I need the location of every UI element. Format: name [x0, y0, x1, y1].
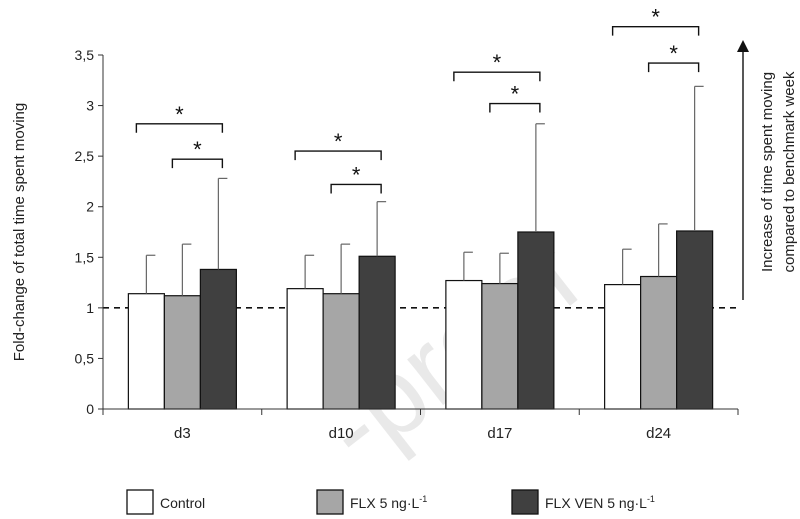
- legend-swatch-control: [126, 489, 154, 515]
- legend-swatch-flx-ven: [511, 489, 539, 515]
- legend-swatch-flx: [316, 489, 344, 515]
- bars: [127, 230, 714, 410]
- legend: Control FLX 5 ng·L-1 FLX VEN 5 ng·L-1: [126, 489, 655, 515]
- legend-label-control: Control: [160, 495, 205, 511]
- side-annotation-line1: Increase of time spent moving: [759, 72, 776, 272]
- bar: [517, 231, 555, 410]
- y-tick-label: 1,5: [75, 249, 95, 265]
- bar: [358, 255, 396, 410]
- bar: [640, 275, 678, 410]
- y-tick-label: 0,5: [75, 350, 95, 366]
- error-bars: [145, 85, 704, 296]
- significance-star: *: [669, 41, 678, 66]
- bar: [322, 293, 360, 410]
- x-tick-label: d24: [646, 425, 671, 442]
- significance-bracket: [489, 102, 541, 113]
- side-annotation: Increase of time spent moving compared t…: [737, 40, 798, 300]
- x-tick-label: d17: [487, 425, 512, 442]
- significance-star: *: [511, 82, 520, 107]
- y-tick-label: 0: [86, 401, 94, 417]
- x-tick-label: d3: [174, 425, 191, 442]
- legend-label-flx-sup: -1: [419, 494, 427, 504]
- x-tick-label: d10: [329, 425, 354, 442]
- bar: [481, 282, 519, 410]
- significance-bracket: [294, 150, 382, 161]
- y-axis-label: Fold-change of total time spent moving: [11, 103, 28, 361]
- significance-bracket: [453, 71, 541, 82]
- bar: [163, 295, 201, 410]
- y-tick-label: 2: [86, 199, 94, 215]
- axes: 0 0,5 1 1,5 2 2,5 3 3,5 d3 d10 d17 d24: [75, 47, 739, 442]
- bar: [199, 268, 237, 410]
- significance-bracket: [611, 25, 700, 36]
- significance-star: *: [493, 50, 502, 75]
- bar: [286, 288, 324, 410]
- bar: [445, 279, 483, 410]
- significance-star: *: [193, 137, 202, 162]
- significance-bracket: [330, 183, 382, 194]
- bar: [676, 230, 714, 410]
- side-annotation-line2: compared to benchmark week: [781, 71, 798, 272]
- legend-label-flx-ven-sup: -1: [647, 494, 655, 504]
- y-tick-label: 1: [86, 300, 94, 316]
- significance-star: *: [352, 162, 361, 187]
- bar: [604, 283, 642, 410]
- significance-bracket: [647, 62, 700, 73]
- y-tick-label: 3,5: [75, 47, 95, 63]
- legend-label-flx-text: FLX 5 ng·L: [350, 495, 419, 511]
- significance-star: *: [651, 5, 660, 30]
- increase-arrow-head: [737, 40, 749, 52]
- y-tick-label: 2,5: [75, 148, 95, 164]
- significance-star: *: [334, 129, 343, 154]
- significance-star: *: [175, 102, 184, 127]
- legend-label-flx-ven-text: FLX VEN 5 ng·L: [545, 495, 647, 511]
- significance-brackets: * * * * * * * *: [135, 5, 700, 194]
- legend-label-flx-ven: FLX VEN 5 ng·L-1: [545, 494, 655, 511]
- significance-bracket: [171, 158, 224, 169]
- significance-bracket: [135, 123, 224, 133]
- bar: [127, 293, 165, 410]
- y-tick-label: 3: [86, 98, 94, 114]
- legend-label-flx: FLX 5 ng·L-1: [350, 494, 427, 511]
